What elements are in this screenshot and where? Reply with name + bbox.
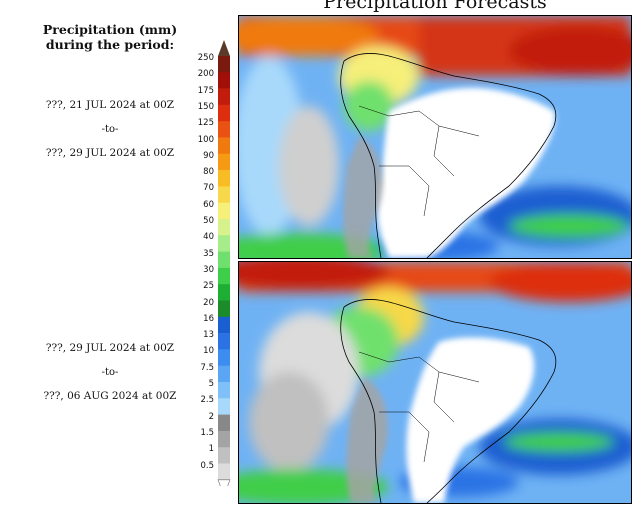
light-rain-area: [343, 136, 383, 258]
legend-swatch: [218, 447, 230, 464]
legend-swatch: [218, 414, 230, 432]
legend-tick-label: 7.5: [200, 362, 214, 373]
legend-swatch: [218, 284, 230, 301]
legend-tick-label: 5: [208, 379, 214, 389]
legend-swatch: [218, 430, 230, 448]
legend-swatch: [218, 202, 230, 220]
legend-top-arrow: [218, 40, 230, 56]
dry-land-area: [406, 337, 535, 503]
legend-tick-label: 60: [203, 199, 214, 210]
legend-tick-label: 90: [203, 150, 214, 161]
legend-tick-label: 40: [203, 232, 214, 243]
legend-tick-label: 0.5: [200, 460, 214, 471]
period-2-start: ???, 29 JUL 2024 at 00Z: [45, 342, 175, 354]
dry-land-area: [377, 87, 555, 258]
period-2: ???, 29 JUL 2024 at 00Z -to- ???, 06 AUG…: [20, 343, 200, 402]
legend-tick-label: 20: [203, 297, 214, 308]
legend-swatch: [218, 186, 230, 203]
period-1: ???, 21 JUL 2024 at 00Z -to- ???, 29 JUL…: [20, 100, 200, 159]
legend-swatch: [218, 316, 230, 334]
legend-swatch: [218, 121, 230, 138]
legend-tick-label: 125: [197, 118, 214, 129]
legend-tick-label: 150: [197, 101, 214, 112]
legend-swatch: [218, 88, 230, 106]
legend-tick-label: 16: [203, 313, 214, 324]
legend-tick-label: 1.5: [200, 427, 214, 438]
legend-swatch: [218, 382, 230, 399]
legend-heading-line1: Precipitation (mm): [42, 22, 178, 37]
forecast-map-week2: [238, 261, 632, 504]
legend-swatch: [218, 333, 230, 350]
light-rain-area: [346, 377, 388, 503]
legend-swatch: [218, 137, 230, 155]
forecast-map-week1: [238, 15, 632, 259]
legend-heading-line2: during the period:: [45, 37, 175, 52]
legend-tick-label: 50: [203, 216, 214, 226]
continent-outline: [340, 299, 557, 503]
legend-tick-label: 10: [203, 346, 214, 357]
legend-swatch: [218, 398, 230, 415]
legend-tick-label: 13: [203, 330, 214, 341]
legend-swatch: [218, 349, 230, 366]
legend-tick-label: 1: [208, 444, 214, 455]
legend-swatch: [218, 463, 230, 481]
legend-tick-label: 25: [203, 281, 214, 292]
legend-tick-label: 35: [203, 248, 214, 259]
legend-swatch: [218, 235, 230, 252]
map-title: Precipitation Forecasts: [323, 0, 547, 13]
legend-tick-label: 80: [203, 167, 214, 178]
continent-outline: [340, 53, 557, 258]
legend-tick-label: 2: [208, 411, 214, 422]
legend-swatch: [218, 56, 230, 73]
map-week1-svg: [239, 16, 631, 258]
legend-swatch: [218, 170, 230, 187]
country-borders: [358, 105, 480, 217]
legend-tick-label: 30: [203, 264, 214, 275]
legend-swatch: [218, 104, 230, 122]
period-1-end: ???, 29 JUL 2024 at 00Z: [45, 147, 175, 159]
legend-tick-label: 175: [197, 85, 214, 96]
legend-tick-label: 200: [197, 69, 214, 80]
country-borders: [358, 351, 480, 463]
legend-bottom-arrow: [217, 479, 231, 486]
legend-tick-label: 250: [197, 53, 214, 63]
legend-swatch: [218, 72, 230, 89]
legend-colorbar: [217, 40, 231, 486]
map-week2-svg: [239, 262, 631, 503]
period-1-sep: -to-: [101, 124, 119, 135]
legend-heading: Precipitation (mm) during the period:: [20, 22, 200, 52]
period-2-sep: -to-: [101, 367, 119, 378]
legend-tick-label: 100: [197, 134, 214, 145]
legend-swatch: [218, 153, 230, 171]
legend-swatch: [218, 251, 230, 269]
legend-swatch: [218, 267, 230, 285]
legend-swatch: [218, 300, 230, 318]
legend-tick-label: 2.5: [200, 395, 214, 406]
period-1-start: ???, 21 JUL 2024 at 00Z: [45, 99, 175, 111]
legend-tick-label: 70: [203, 183, 214, 194]
legend-swatch: [218, 219, 230, 236]
period-2-end: ???, 06 AUG 2024 at 00Z: [43, 390, 177, 402]
legend-swatch: [218, 365, 230, 383]
